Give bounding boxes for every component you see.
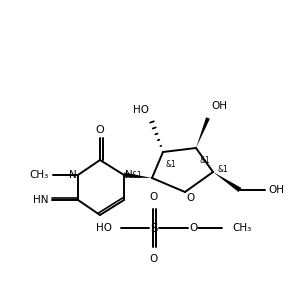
Text: O: O bbox=[186, 193, 194, 203]
Text: CH₃: CH₃ bbox=[232, 223, 251, 233]
Polygon shape bbox=[213, 172, 241, 192]
Text: O: O bbox=[189, 223, 197, 233]
Text: S: S bbox=[150, 222, 158, 235]
Polygon shape bbox=[124, 173, 152, 178]
Text: N: N bbox=[69, 170, 77, 180]
Polygon shape bbox=[196, 117, 210, 148]
Text: HO: HO bbox=[96, 223, 112, 233]
Text: &1: &1 bbox=[218, 166, 229, 175]
Text: OH: OH bbox=[211, 101, 227, 111]
Text: &1: &1 bbox=[131, 171, 142, 181]
Text: &1: &1 bbox=[166, 160, 177, 169]
Text: O: O bbox=[150, 254, 158, 264]
Text: CH₃: CH₃ bbox=[30, 170, 49, 180]
Text: OH: OH bbox=[268, 185, 284, 195]
Text: HO: HO bbox=[133, 105, 149, 115]
Text: O: O bbox=[150, 192, 158, 202]
Text: HN: HN bbox=[34, 195, 49, 205]
Text: O: O bbox=[95, 125, 104, 135]
Text: N: N bbox=[125, 170, 133, 180]
Text: &1: &1 bbox=[199, 156, 210, 165]
